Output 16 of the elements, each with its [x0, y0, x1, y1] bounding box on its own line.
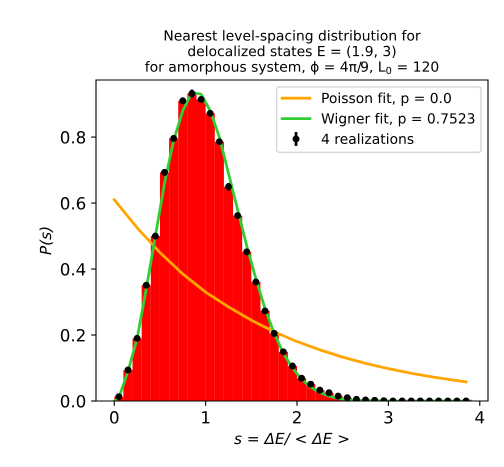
x-tick-label: 0 — [110, 411, 118, 424]
legend-label: Poisson fit, p = 0.0 — [322, 92, 451, 106]
y-tick-label: 0.8 — [60, 131, 86, 144]
legend-label: 4 realizations — [322, 133, 414, 144]
x-tick-label: 1 — [202, 411, 210, 424]
y-tick-label: 0.4 — [60, 263, 86, 276]
y-tick-label: 0.2 — [60, 328, 85, 342]
y-tick-label: 0.6 — [60, 197, 86, 210]
x-tick-label: 4 — [475, 411, 484, 424]
x-tick-label: 3 — [384, 411, 392, 424]
y-axis-title: P(s) — [39, 228, 54, 255]
legend-label: Wigner fit, p = 0.7523 — [321, 112, 474, 126]
x-axis-title: s = ΔE/ < ΔE > — [234, 432, 348, 446]
y-tick-label: 0.0 — [60, 394, 86, 408]
chart-title: Nearest level-spacing distribution for delocalized states E = (1.9, 3) for amorphous system, ϕ = 4π/9, L$_{0}$ = 120 — [145, 30, 438, 75]
x-tick-label: 2 — [292, 411, 301, 424]
